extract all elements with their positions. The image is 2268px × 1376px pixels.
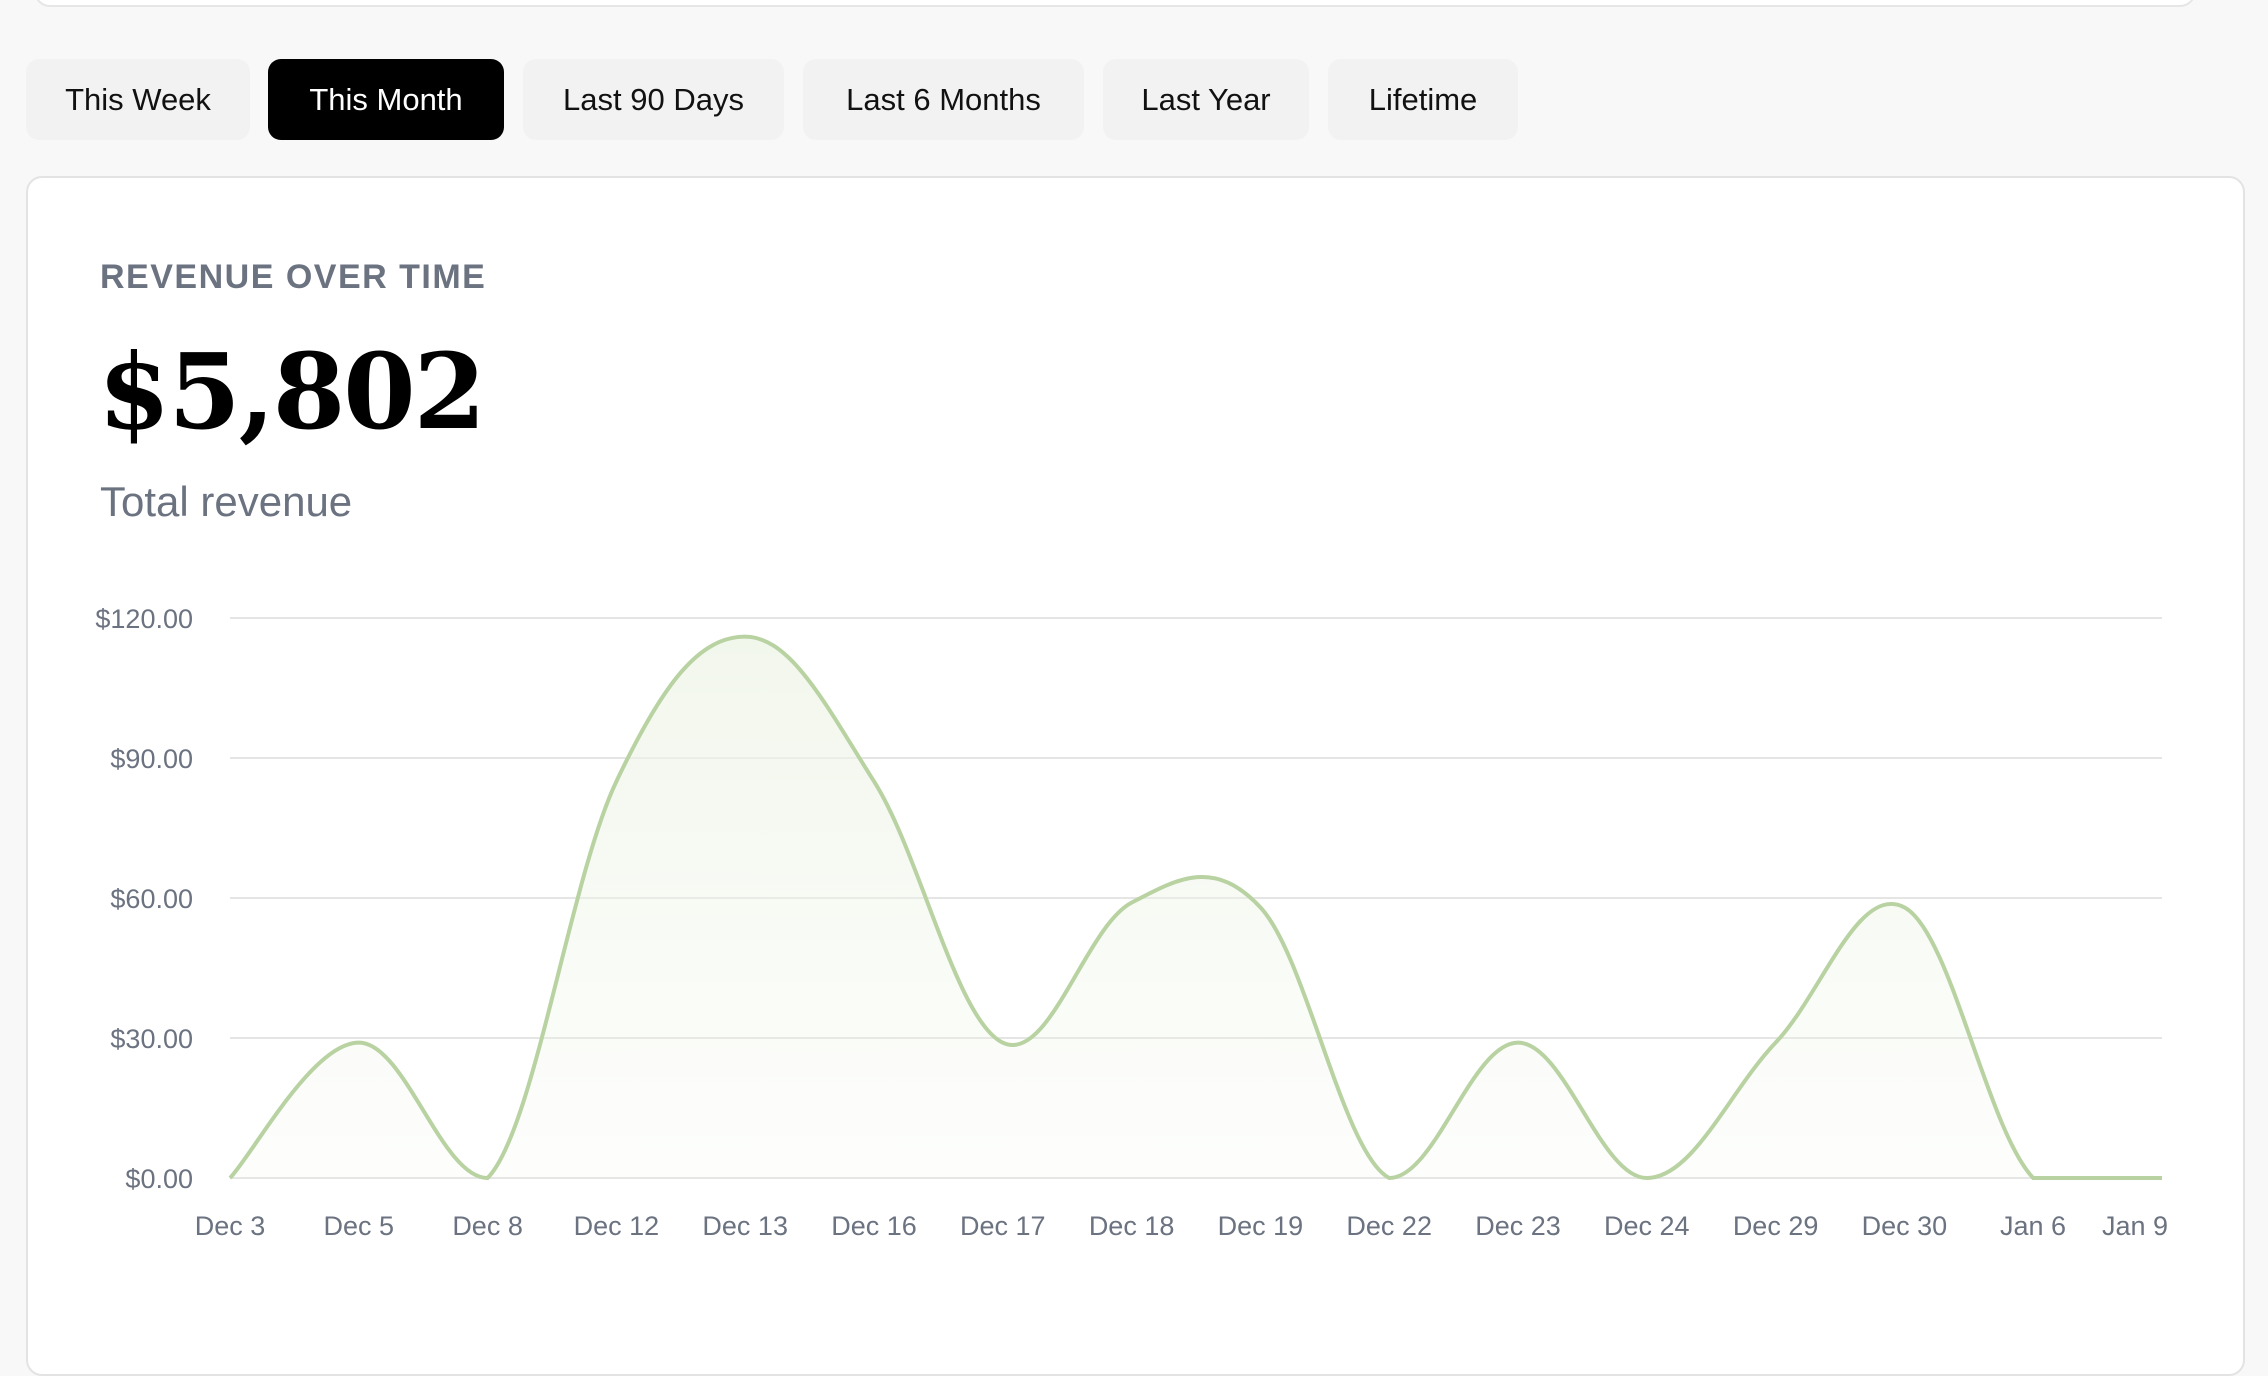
tab-this-month[interactable]: This Month	[268, 59, 504, 140]
total-revenue-value: $5,802	[98, 330, 486, 453]
x-tick-label: Dec 30	[1862, 1211, 1948, 1241]
x-tick-label: Jan 9	[2102, 1211, 2168, 1241]
series-line	[228, 634, 2162, 1181]
x-tick-label: Dec 24	[1604, 1211, 1690, 1241]
x-tick-label: Dec 13	[702, 1211, 788, 1241]
tab-last-year[interactable]: Last Year	[1103, 59, 1309, 140]
x-tick-label: Dec 8	[452, 1211, 523, 1241]
total-revenue-label: Total revenue	[100, 478, 353, 525]
x-tick-label: Dec 29	[1733, 1211, 1819, 1241]
x-tick-label: Dec 12	[574, 1211, 660, 1241]
tab-last-90-days[interactable]: Last 90 Days	[523, 59, 784, 140]
x-tick-label: Dec 22	[1346, 1211, 1432, 1241]
card-eyebrow: REVENUE OVER TIME	[100, 258, 487, 296]
series-area	[228, 634, 2162, 1181]
x-axis-ticks: Dec 3 Dec 5 Dec 8 Dec 12 Dec 13 Dec 16 Dec 17 D…	[195, 1211, 2168, 1241]
tab-lifetime[interactable]: Lifetime	[1328, 59, 1518, 140]
y-tick-label: $120.00	[95, 604, 193, 634]
y-axis-ticks: $0.00 $30.00 $60.00 $90.00 $120.00	[95, 604, 193, 1194]
x-tick-label: Dec 5	[324, 1211, 395, 1241]
x-tick-label: Dec 16	[831, 1211, 917, 1241]
x-tick-label: Dec 17	[960, 1211, 1046, 1241]
x-tick-label: Dec 3	[195, 1211, 266, 1241]
x-tick-label: Dec 23	[1475, 1211, 1561, 1241]
x-tick-label: Dec 18	[1089, 1211, 1175, 1241]
series-area-fill	[230, 636, 2162, 1178]
tab-last-6-months[interactable]: Last 6 Months	[803, 59, 1084, 140]
x-tick-label: Jan 6	[2000, 1211, 2066, 1241]
x-tick-label: Dec 19	[1218, 1211, 1304, 1241]
y-tick-label: $30.00	[110, 1024, 193, 1054]
y-tick-label: $90.00	[110, 744, 193, 774]
tab-this-week[interactable]: This Week	[26, 59, 250, 140]
y-tick-label: $0.00	[125, 1164, 193, 1194]
revenue-area-chart: $0.00$30.00$60.00$90.00$120.00 Dec 3 Dec …	[95, 604, 2168, 1241]
y-tick-label: $60.00	[110, 884, 193, 914]
